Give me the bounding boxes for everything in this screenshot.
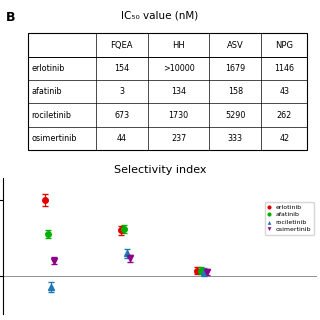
Text: 1679: 1679 [225, 64, 245, 73]
Text: 42: 42 [279, 134, 290, 143]
Text: 673: 673 [114, 111, 129, 120]
Text: HH: HH [172, 41, 185, 50]
Text: 262: 262 [277, 111, 292, 120]
Text: 154: 154 [114, 64, 129, 73]
Text: 158: 158 [228, 87, 243, 96]
Text: 237: 237 [171, 134, 186, 143]
Text: 134: 134 [171, 87, 186, 96]
Text: rociletinib: rociletinib [31, 111, 71, 120]
Text: FQEA: FQEA [111, 41, 133, 50]
Text: 43: 43 [279, 87, 289, 96]
Text: 44: 44 [117, 134, 127, 143]
Text: 5290: 5290 [225, 111, 245, 120]
Title: Selectivity index: Selectivity index [114, 165, 206, 175]
Text: 3: 3 [119, 87, 124, 96]
Text: osimertinib: osimertinib [31, 134, 77, 143]
Text: 1730: 1730 [169, 111, 188, 120]
Text: erlotinib: erlotinib [31, 64, 65, 73]
Text: B: B [6, 11, 16, 24]
Text: >10000: >10000 [163, 64, 195, 73]
Text: afatinib: afatinib [31, 87, 62, 96]
Text: 1146: 1146 [274, 64, 294, 73]
FancyBboxPatch shape [28, 33, 308, 150]
Text: ASV: ASV [227, 41, 244, 50]
Legend: erlotinib, afatinib, rociletinib, osimertinib: erlotinib, afatinib, rociletinib, osimer… [265, 202, 314, 235]
Text: NPG: NPG [276, 41, 293, 50]
Text: 333: 333 [228, 134, 243, 143]
Text: IC₅₀ value (nM): IC₅₀ value (nM) [121, 11, 199, 21]
